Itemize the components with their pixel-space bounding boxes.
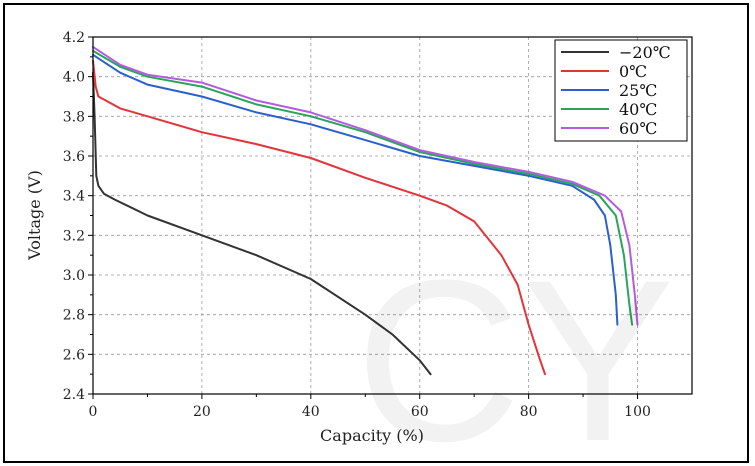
y-tick-label: 3.8 xyxy=(63,109,85,125)
y-tick-label: 2.4 xyxy=(63,387,85,403)
x-tick-label: 100 xyxy=(624,404,651,420)
y-tick-label: 2.6 xyxy=(63,347,85,363)
y-tick-label: 3.0 xyxy=(63,268,85,284)
legend-label: 40℃ xyxy=(619,100,657,119)
series-line-3 xyxy=(92,49,634,326)
legend-label: 25℃ xyxy=(619,81,657,100)
series-line-2 xyxy=(92,53,619,326)
x-axis-title: Capacity (%) xyxy=(320,426,424,445)
legend-label: 60℃ xyxy=(619,119,657,138)
series-line-0 xyxy=(92,71,432,376)
series-line-1 xyxy=(92,59,546,376)
y-tick-label: 3.4 xyxy=(63,189,85,205)
legend-label: −20℃ xyxy=(619,43,671,62)
x-tick-label: 40 xyxy=(302,404,320,420)
legend-label: 0℃ xyxy=(619,62,647,81)
y-tick-label: 3.6 xyxy=(63,149,85,165)
axes xyxy=(88,36,693,399)
series-lines xyxy=(92,45,639,376)
tick-labels: 0 20 40 60 80 100 2.4 2.6 2.8 3.0 3.2 3.4 3.6 3.8 4.0 4… xyxy=(63,30,651,420)
x-tick-label: 20 xyxy=(193,404,211,420)
series-line-4 xyxy=(92,45,639,326)
x-tick-label: 0 xyxy=(89,404,98,420)
x-tick-label: 60 xyxy=(411,404,429,420)
y-tick-label: 4.0 xyxy=(63,70,85,86)
y-tick-label: 2.8 xyxy=(63,308,85,324)
x-tick-label: 80 xyxy=(520,404,538,420)
y-tick-label: 3.2 xyxy=(63,228,85,244)
y-axis-title: Voltage (V) xyxy=(25,170,44,261)
watermark: CY xyxy=(355,232,675,466)
legend: −20℃0℃25℃40℃60℃ xyxy=(554,39,688,142)
y-tick-label: 4.2 xyxy=(63,30,85,46)
